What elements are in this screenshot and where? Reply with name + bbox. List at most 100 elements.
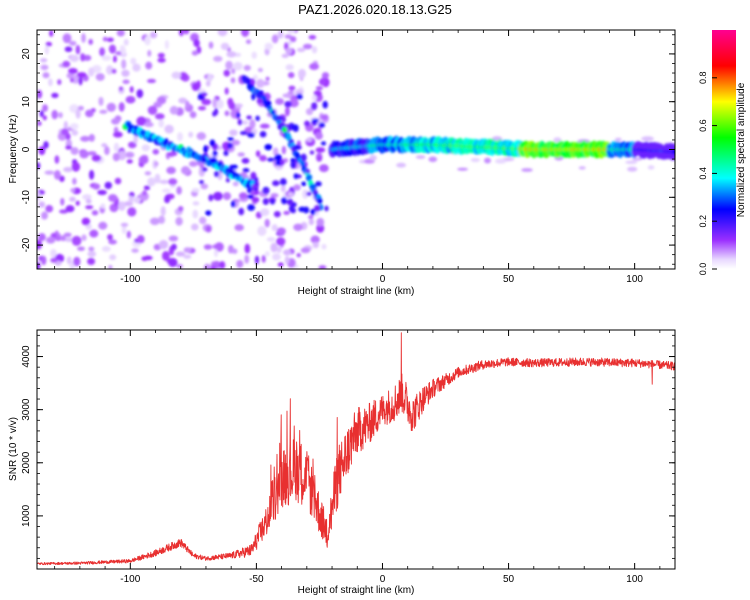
spectrogram-cell xyxy=(69,196,76,202)
spectrogram-cell xyxy=(244,254,250,264)
spectrogram-cell xyxy=(196,132,207,141)
snr-y-tick-label: 1000 xyxy=(21,504,32,527)
spectrogram-cell xyxy=(45,236,56,244)
snr-y-tick-label: 2000 xyxy=(21,451,32,474)
spectrogram-cell xyxy=(101,143,108,148)
spectrogram-cell xyxy=(281,196,288,205)
spectrogram-cell xyxy=(88,134,95,142)
spectrogram-cell xyxy=(216,99,224,109)
spectrogram-cell xyxy=(136,235,145,244)
spectrogram-cell xyxy=(205,80,211,87)
snr-y-tick-label: 3000 xyxy=(21,398,32,421)
spectrogram-cell xyxy=(247,188,252,194)
spectrogram-cell xyxy=(286,30,296,34)
spectrogram-cell xyxy=(239,130,248,136)
spectrogram-cell xyxy=(37,121,42,126)
spectrogram-cell xyxy=(37,191,41,201)
spectrogram-cell xyxy=(311,94,317,101)
spectrogram-cell xyxy=(159,179,169,185)
spectrogram-cell xyxy=(157,52,165,58)
spectrogram-cell xyxy=(212,98,218,108)
spectrogram-cell xyxy=(296,93,303,100)
spectrogram-cell xyxy=(249,78,256,86)
spectrogram-cell xyxy=(104,181,113,190)
spectrogram-cell xyxy=(281,145,287,155)
spectrogram-cell xyxy=(37,261,41,269)
spectrogram-cell xyxy=(201,156,208,164)
spectrogram-cell xyxy=(316,217,325,227)
spectrogram-cell xyxy=(251,93,256,101)
spectrogram-cell xyxy=(321,243,327,250)
spectrogram-cell xyxy=(238,207,245,216)
spectrogram-cell xyxy=(54,155,60,164)
spectrogram-cell xyxy=(99,47,106,57)
spectrogram-cell xyxy=(284,256,290,265)
spectrogram-cell xyxy=(242,120,249,125)
spectrogram-cell xyxy=(226,51,237,58)
spectrogram-cell xyxy=(282,93,293,98)
spectrogram-cell xyxy=(37,162,41,170)
spectrogram-cell xyxy=(266,237,276,242)
spectrogram-cell xyxy=(116,30,125,37)
spectrogram-cell xyxy=(78,76,83,86)
spectrogram-cell xyxy=(271,224,278,232)
spectrogram-cell xyxy=(306,191,312,197)
spectrogram-cell xyxy=(201,167,208,172)
spectrogram-cell xyxy=(69,54,80,62)
spectrogram-cell xyxy=(164,195,171,204)
spectrogram-cell xyxy=(158,215,166,225)
spectrogram-cell xyxy=(293,173,299,180)
spectrogram-cell xyxy=(296,253,301,258)
spectrogram-cell xyxy=(285,64,294,71)
spectrogram-cell xyxy=(369,155,377,161)
spectrogram-cell xyxy=(236,112,241,118)
spectrogram-cell xyxy=(260,208,270,217)
spectrogram-ticks xyxy=(37,30,675,269)
spectrogram-cell xyxy=(319,164,329,173)
spectrogram-cell xyxy=(273,210,281,218)
spectrogram-cell xyxy=(50,248,57,258)
spectrogram-cell xyxy=(183,30,190,35)
spectrogram-cell xyxy=(223,69,231,77)
spectrogram-cell xyxy=(44,170,55,175)
spectrogram-cell xyxy=(118,201,126,211)
spectrogram-cell xyxy=(40,58,48,63)
spectrogram-cell xyxy=(277,262,284,267)
spectrogram-cell xyxy=(199,216,207,225)
spectrogram-cell xyxy=(271,34,279,44)
spectrogram-cell xyxy=(104,146,110,156)
spectrogram-cell xyxy=(39,110,44,118)
spectrogram-cell xyxy=(121,59,127,70)
spectrogram-y-tick-label: 0 xyxy=(21,146,32,152)
spectrogram-cell xyxy=(79,150,89,159)
spectrogram-cell xyxy=(53,170,61,180)
spectrogram-cell xyxy=(77,246,85,251)
spectrogram-cell xyxy=(256,78,265,88)
spectrogram-cell xyxy=(81,234,87,242)
spectrogram-cell xyxy=(308,34,317,40)
spectrogram-cell xyxy=(269,198,276,205)
spectrogram-cell xyxy=(85,205,94,210)
spectrogram-cell xyxy=(275,161,281,166)
spectrogram-cell xyxy=(259,131,267,138)
spectrogram-cell xyxy=(217,30,228,37)
spectrogram-cell xyxy=(259,155,267,162)
spectrogram-cell xyxy=(641,136,654,142)
spectrogram-cell xyxy=(149,31,158,39)
spectrogram-cell xyxy=(230,77,236,84)
spectrogram-cell xyxy=(123,38,129,46)
spectrogram-cell xyxy=(308,218,315,226)
spectrogram-cell xyxy=(196,80,201,90)
spectrogram-y-tick-label: 20 xyxy=(21,48,32,60)
spectrogram-cell xyxy=(231,164,238,170)
spectrogram-heatmap xyxy=(37,30,675,269)
spectrogram-cell xyxy=(277,30,284,39)
spectrogram-cell xyxy=(114,177,122,185)
spectrogram-cell xyxy=(88,38,93,45)
spectrogram-cell xyxy=(625,160,638,165)
spectrogram-cell xyxy=(245,39,252,45)
spectrogram-cell xyxy=(318,265,327,269)
spectrogram-cell xyxy=(253,74,258,80)
spectrogram-y-tick-label: -20 xyxy=(21,237,32,252)
spectrogram-cell xyxy=(647,165,655,170)
